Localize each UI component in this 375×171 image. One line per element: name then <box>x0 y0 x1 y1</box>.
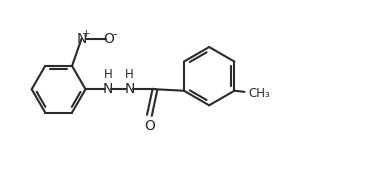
Text: H: H <box>104 68 112 81</box>
Text: H: H <box>125 68 134 81</box>
Text: -: - <box>112 28 117 41</box>
Text: N: N <box>76 32 87 46</box>
Text: +: + <box>82 29 91 39</box>
Text: O: O <box>144 119 155 133</box>
Text: CH₃: CH₃ <box>248 87 270 100</box>
Text: N: N <box>103 82 113 96</box>
Text: N: N <box>124 82 135 96</box>
Text: O: O <box>103 32 114 46</box>
